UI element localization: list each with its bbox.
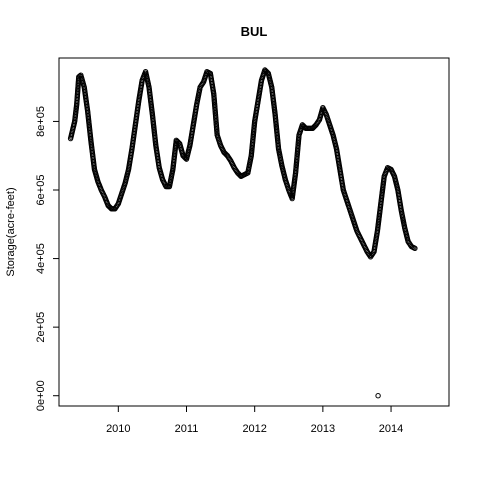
y-axis: 0e+00 2e+05 4e+05 6e+05 8e+05 [35, 106, 60, 411]
outlier-point [375, 393, 381, 399]
y-tick-label: 0e+00 [35, 380, 47, 411]
y-tick-label: 8e+05 [35, 106, 47, 137]
data-point [412, 245, 418, 251]
x-tick-label: 2011 [175, 423, 199, 435]
data-points [67, 67, 418, 399]
x-tick-label: 2013 [311, 423, 335, 435]
x-tick-label: 2014 [379, 423, 403, 435]
x-axis: 2010 2011 2012 2013 2014 [106, 405, 403, 435]
y-axis-label: Storage(acre-feet) [5, 187, 17, 276]
x-tick-label: 2010 [106, 423, 130, 435]
y-tick-label: 4e+05 [35, 243, 47, 274]
x-tick-label: 2012 [242, 423, 266, 435]
chart-title: BUL [241, 24, 268, 39]
y-tick-label: 2e+05 [35, 312, 47, 343]
y-tick-label: 6e+05 [35, 175, 47, 206]
